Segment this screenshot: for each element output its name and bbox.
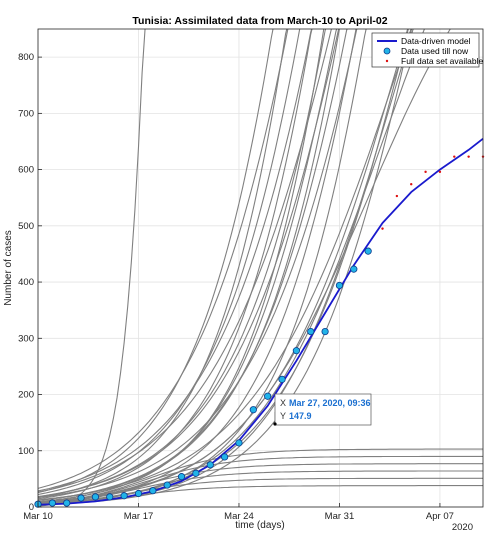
data-point xyxy=(120,492,128,500)
ensemble-curve xyxy=(38,29,332,493)
datatip[interactable]: X Mar 27, 2020, 09:36 Y 147.9 xyxy=(273,393,372,426)
ensemble-curve xyxy=(38,29,340,498)
data-point xyxy=(249,406,257,414)
data-point xyxy=(235,439,243,447)
series-layer xyxy=(34,137,485,508)
chart-title: Tunisia: Assimilated data from March-10 … xyxy=(132,15,387,27)
ensemble-curve xyxy=(38,29,289,489)
ensemble-curve xyxy=(38,29,288,499)
data-point xyxy=(177,473,186,481)
data-point xyxy=(91,493,100,501)
data-point xyxy=(77,494,85,502)
ensemble-curve xyxy=(38,29,301,496)
datatip-y-key: Y xyxy=(280,411,286,421)
x-year-label: 2020 xyxy=(452,522,473,533)
ensemble-curve xyxy=(38,29,313,500)
plot-frame xyxy=(37,28,484,508)
plot-area xyxy=(38,29,483,507)
data-point xyxy=(350,265,358,273)
y-tick-label: 500 xyxy=(18,221,34,232)
y-tick-label: 600 xyxy=(18,165,34,176)
full-data-point xyxy=(424,170,427,174)
full-data-point xyxy=(438,170,442,174)
data-point xyxy=(48,499,56,507)
data-point xyxy=(335,281,344,290)
data-point xyxy=(292,347,300,355)
ensemble-curve xyxy=(38,29,357,504)
ensemble-curve xyxy=(38,29,340,501)
data-point xyxy=(278,375,286,383)
datatip-box xyxy=(274,393,372,426)
x-tick-label: Mar 24 xyxy=(224,511,254,522)
y-tick-label: 700 xyxy=(18,108,34,119)
legend-marker-full xyxy=(385,59,389,63)
data-point xyxy=(206,461,214,469)
x-tick-label: Mar 31 xyxy=(325,511,355,522)
data-point xyxy=(163,481,171,489)
ensemble-curve xyxy=(38,29,146,507)
y-tick-label: 100 xyxy=(18,446,34,457)
x-axis-label: time (days) xyxy=(235,520,284,531)
ensemble-curve xyxy=(38,448,483,505)
data-point xyxy=(307,327,315,336)
ensemble-curve xyxy=(38,29,313,492)
model-line xyxy=(37,137,484,506)
y-tick-label: 400 xyxy=(18,277,34,288)
axis-ticks: 0 100 200 300 400 500 600 700 800 Mar 10 Mar 17 Mar… xyxy=(18,52,454,522)
y-tick-label: 800 xyxy=(18,52,34,63)
ensemble-curve xyxy=(38,29,325,503)
datatip-x-value: Mar 27, 2020, 09:36 xyxy=(289,398,371,408)
legend-label-model: Data-driven model xyxy=(401,36,471,46)
ensemble-curve xyxy=(38,29,327,498)
y-tick-label: 200 xyxy=(18,390,34,401)
legend-label-data: Data used till now xyxy=(401,46,469,56)
data-point xyxy=(192,469,200,477)
x-tick-label: Mar 17 xyxy=(124,511,154,522)
full-data-point xyxy=(395,194,399,198)
legend: Data-driven model Data used till now Ful… xyxy=(371,32,483,68)
datatip-point xyxy=(273,422,277,426)
x-tick-label: Mar 10 xyxy=(23,511,53,522)
full-data-point xyxy=(467,155,470,158)
ensemble-curve xyxy=(38,29,358,499)
data-point xyxy=(321,327,329,336)
y-axis-label: Number of cases xyxy=(3,230,14,306)
data-point xyxy=(63,499,71,507)
y-tick-label: 0 xyxy=(29,502,34,513)
data-point xyxy=(264,392,272,400)
legend-marker-data xyxy=(383,47,391,55)
ensemble-curve xyxy=(38,455,483,505)
full-data-point xyxy=(410,183,413,186)
datatip-x-key: X xyxy=(280,398,286,408)
full-data-point xyxy=(381,227,384,230)
data-point xyxy=(364,247,372,255)
ensemble-curve xyxy=(38,29,274,494)
data-point xyxy=(134,489,143,498)
full-data-point xyxy=(453,155,456,158)
data-point xyxy=(106,493,114,501)
datatip-y-value: 147.9 xyxy=(289,411,312,421)
legend-label-full: Full data set available xyxy=(401,56,483,66)
data-point xyxy=(149,487,157,495)
data-point xyxy=(221,453,229,461)
y-tick-label: 300 xyxy=(18,333,34,344)
x-tick-label: Apr 07 xyxy=(426,511,454,522)
